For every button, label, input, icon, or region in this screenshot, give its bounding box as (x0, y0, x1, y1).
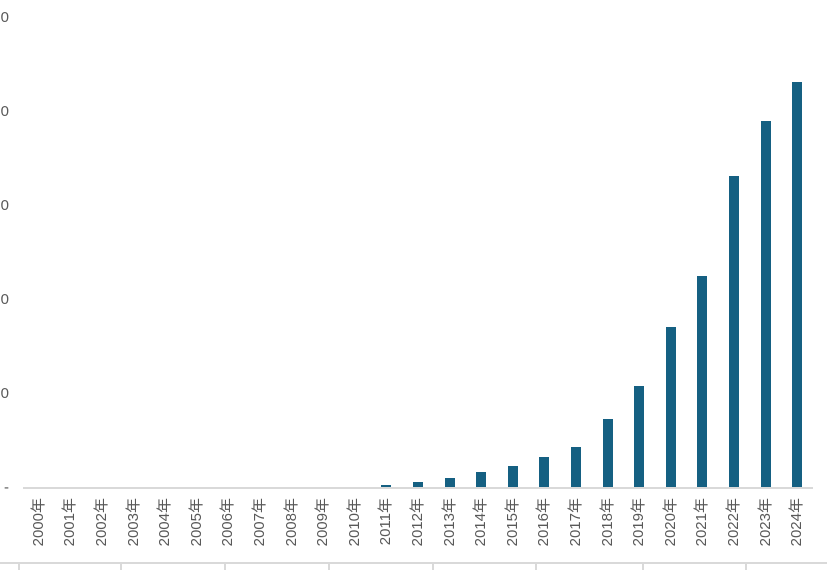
bar-2014[interactable] (476, 472, 487, 488)
bar-2013[interactable] (444, 478, 455, 488)
y-axis-tick-label: 0 (0, 103, 9, 120)
sheet-row-gridline (0, 562, 827, 564)
sheet-column-gridline (224, 564, 226, 570)
bar-2018[interactable] (602, 419, 613, 488)
sheet-column-gridline (535, 564, 537, 570)
bar-2011[interactable] (381, 485, 392, 488)
x-axis-label: 2015年 (503, 498, 521, 547)
bar-2017[interactable] (571, 447, 581, 488)
x-axis-label: 2016年 (535, 498, 553, 547)
y-axis-tick-label: 0 (0, 197, 9, 214)
sheet-column-gridline (120, 564, 122, 570)
y-axis-tick-label: 0 (0, 385, 9, 402)
x-axis-label: 2004年 (156, 498, 174, 547)
x-axis-label: 2013年 (440, 498, 458, 547)
x-axis-label: 2014年 (472, 498, 490, 547)
bar-2020[interactable] (665, 327, 676, 488)
x-axis-label: 2018年 (598, 498, 616, 547)
x-axis-label: 2012年 (409, 498, 426, 547)
x-axis-label: 2007年 (251, 498, 268, 547)
x-axis-label: 2000年 (29, 498, 47, 547)
y-axis-tick-label: 0 (0, 291, 9, 308)
x-axis-label: 2010年 (345, 498, 363, 547)
x-axis-label: 2020年 (661, 498, 679, 547)
x-axis-label: 2022年 (725, 498, 742, 547)
bar-2022[interactable] (729, 176, 739, 488)
bar-2016[interactable] (539, 457, 550, 488)
bar-2021[interactable] (697, 276, 708, 488)
bar-2023[interactable] (760, 121, 771, 488)
sheet-column-gridline (432, 564, 434, 570)
sheet-column-gridline (328, 564, 330, 570)
x-axis-label: 2019年 (630, 498, 648, 547)
x-axis-label: 2024年 (788, 498, 806, 547)
x-axis-label: 2009年 (314, 498, 332, 547)
y-axis-tick-label: 0 (0, 9, 9, 26)
x-axis-label: 2008年 (282, 498, 300, 547)
y-axis-tick-label: - (4, 479, 9, 496)
x-axis-label: 2003年 (124, 498, 142, 547)
category-axis-line (23, 487, 813, 489)
bar-2019[interactable] (634, 386, 645, 488)
x-axis-label: 2021年 (693, 498, 711, 547)
x-axis-label: 2023年 (756, 498, 774, 547)
x-axis-label: 2005年 (187, 498, 205, 547)
sheet-column-gridline (642, 564, 644, 570)
x-axis-label: 2011年 (377, 498, 395, 546)
bar-2012[interactable] (413, 482, 423, 488)
sheet-column-gridline (18, 564, 20, 570)
bar-2024[interactable] (792, 82, 803, 488)
bar-2015[interactable] (507, 466, 518, 488)
x-axis-label: 2002年 (93, 498, 110, 547)
x-axis-label: 2006年 (219, 498, 237, 547)
sheet-column-gridline (745, 564, 747, 570)
x-axis-label: 2001年 (61, 498, 79, 547)
x-axis-label: 2017年 (567, 498, 584, 547)
